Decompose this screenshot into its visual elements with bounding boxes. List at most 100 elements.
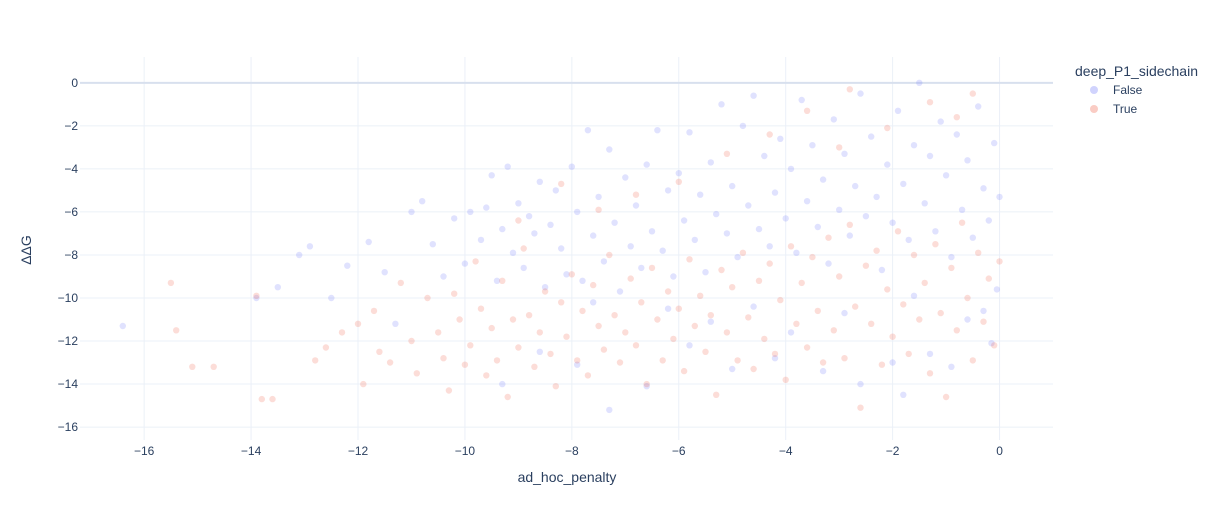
data-point [574,208,581,216]
data-point [419,198,426,205]
data-point [953,131,960,138]
data-point [525,312,533,319]
data-point [809,142,816,149]
x-axis-ticks: −16 −14 −12 −10 −8 −6 −4 −2 0 [134,444,1003,458]
data-point [734,253,741,261]
data-point [328,294,335,302]
x-tick-label: −16 [134,444,155,458]
data-point [654,127,661,134]
data-point [686,256,693,263]
data-point [258,395,265,403]
legend-item-true[interactable]: True [1090,102,1138,116]
data-point [525,213,533,220]
data-point [980,318,987,325]
data-point [338,329,346,336]
data-point [563,333,570,340]
data-point [894,107,902,115]
data-point [988,340,995,347]
data-point [916,316,923,323]
data-point [825,260,832,267]
data-point [563,271,570,278]
data-point [884,161,891,168]
data-point [306,243,314,250]
y-tick-label: −6 [64,205,78,219]
data-point [993,286,1001,293]
data-point [515,217,522,224]
data-point [841,309,848,317]
data-point [632,342,640,349]
legend: deep_P1_sidechain False True [1075,63,1198,116]
data-point [461,361,469,368]
data-point [675,170,682,177]
data-point [846,86,853,93]
data-point [819,367,827,375]
data-point [819,176,827,183]
data-point [857,90,864,97]
grid-lines [80,57,1053,440]
data-point [499,277,506,284]
data-point [766,243,773,250]
data-point [638,264,645,272]
data-point [905,350,912,358]
data-point [616,288,624,295]
data-point [841,355,848,362]
data-point [745,202,752,209]
data-point [878,361,886,368]
data-point [611,312,618,319]
data-point [509,249,517,256]
data-point [926,99,934,106]
legend-item-false[interactable]: False [1090,83,1143,97]
data-point [253,292,260,299]
data-point [723,150,731,157]
data-point [552,187,559,194]
legend-marker-false [1090,86,1098,94]
data-point [541,284,549,291]
data-point [991,139,998,147]
data-point [632,202,640,209]
data-point [884,124,891,132]
data-point [755,225,763,233]
data-point [413,370,420,377]
data-point [761,335,768,343]
data-point [750,92,757,99]
data-point [975,249,982,256]
data-point [702,269,709,276]
data-point [852,182,859,190]
legend-label-true: True [1113,102,1138,116]
series-false [119,79,1003,414]
data-point [643,161,650,168]
y-tick-label: −10 [58,291,79,305]
data-point [814,223,821,231]
data-point [932,241,939,248]
data-point [167,279,175,287]
data-point [499,225,506,233]
data-point [723,329,731,336]
data-point [354,320,362,327]
data-point [600,346,608,353]
data-point [643,383,650,390]
data-point [910,142,918,149]
data-point [873,193,880,201]
data-point [916,79,923,87]
data-point [499,380,506,388]
data-point [889,219,896,226]
data-point [761,152,768,160]
data-point [793,320,800,327]
data-point [964,157,971,164]
data-point [782,376,789,383]
data-point [606,406,613,414]
data-point [793,249,800,256]
data-point [670,335,677,343]
data-point [467,208,474,216]
data-point [488,324,495,332]
data-point [515,344,522,351]
x-tick-label: 0 [996,444,1003,458]
data-point [520,264,527,272]
data-point [536,329,543,336]
y-tick-label: −14 [58,377,79,391]
data-point [392,320,399,327]
data-point [926,350,934,358]
data-point [926,152,934,160]
data-point [771,350,779,358]
data-point [718,101,725,108]
